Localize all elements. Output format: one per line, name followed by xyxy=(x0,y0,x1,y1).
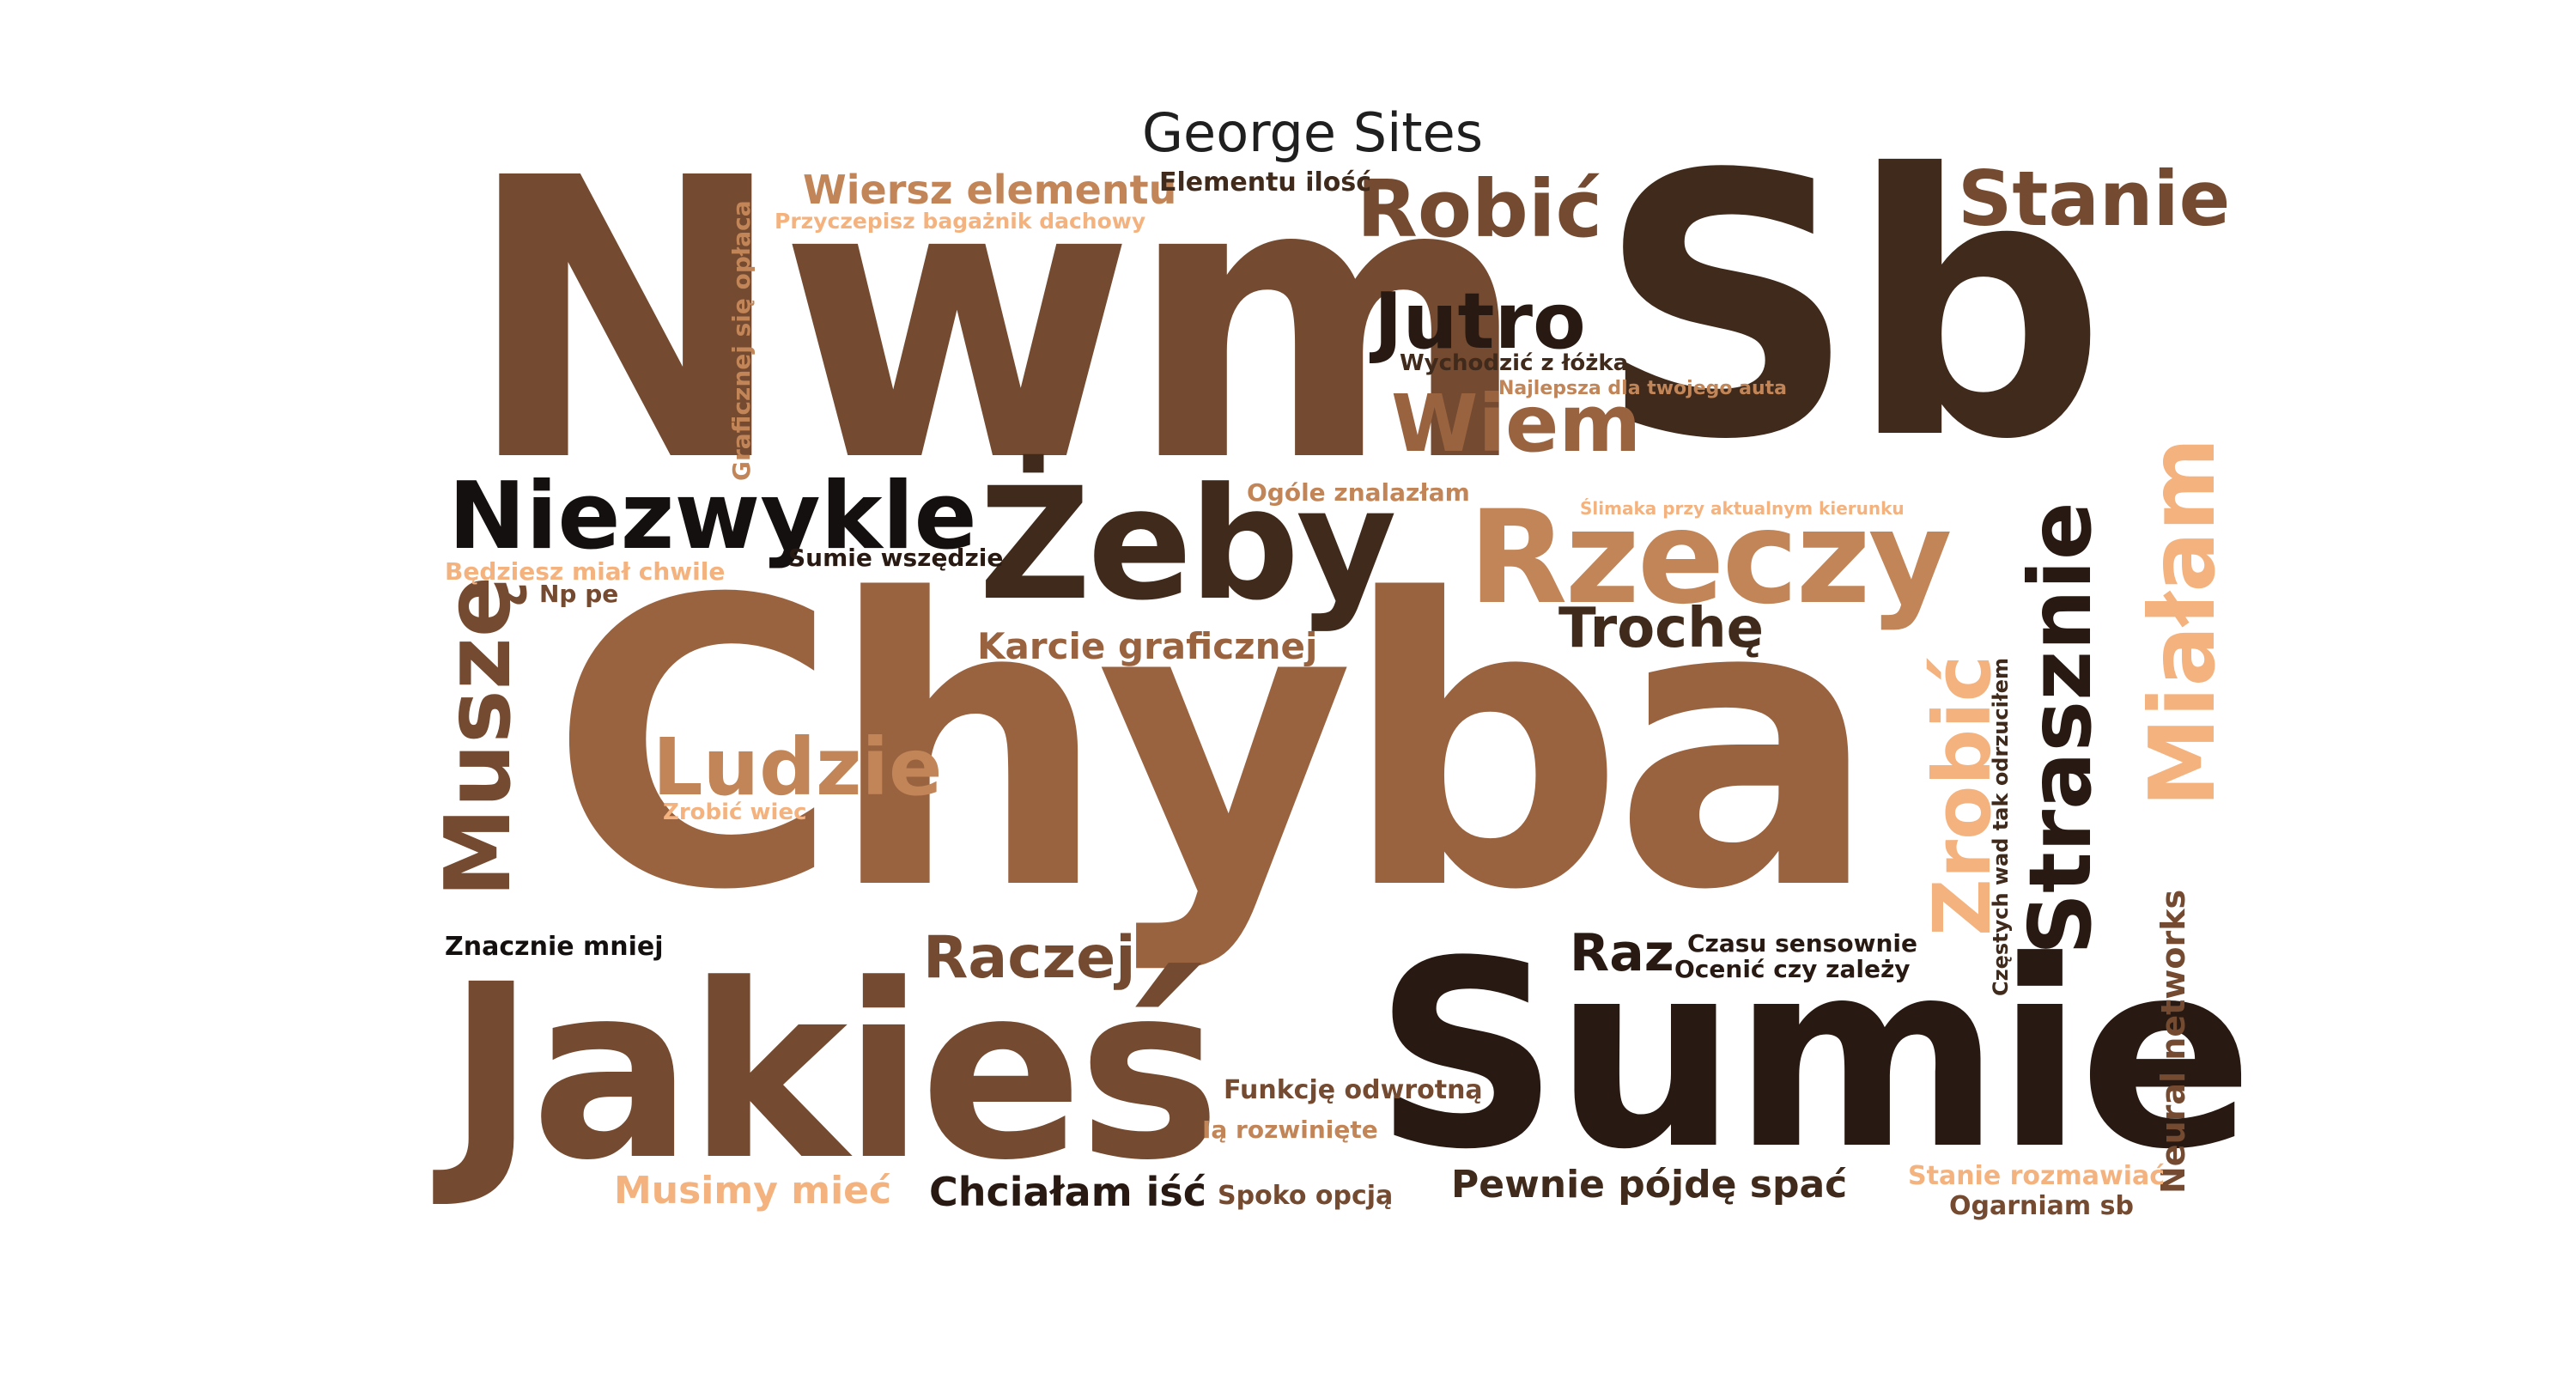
word-jutro: Jutro xyxy=(1374,277,1586,367)
word-czasu-sensownie: Czasu sensownie xyxy=(1687,929,1917,958)
word-musimy-miec: Musimy mieć xyxy=(614,1169,892,1213)
word-stanie: Stanie xyxy=(1958,155,2231,243)
word-wychodzic: Wychodzić z łóżka xyxy=(1400,350,1629,376)
word-graficznej-sie-oplaca: Graficznej się opłaca xyxy=(727,200,756,481)
word-ogarniam-sb: Ogarniam sb xyxy=(1949,1191,2134,1221)
word-sumie-wszedzie: Sumie wszędzie xyxy=(788,544,1004,572)
word-zeby: Żeby xyxy=(979,455,1397,635)
word-sb: Sb xyxy=(1597,99,2106,519)
word-znacznie-mniej: Znacznie mniej xyxy=(445,932,664,962)
word-czestych-wad: Częstych wad tak odrzuciłem xyxy=(1989,657,2013,996)
word-sumie: Sumie xyxy=(1374,906,2254,1206)
word-spoko-opcja: Spoko opcją xyxy=(1218,1181,1394,1211)
word-ocenic: Ocenić czy zależy xyxy=(1674,955,1911,983)
word-bedziesz: Będziesz miał chwile xyxy=(445,557,726,586)
word-raz: Raz xyxy=(1570,923,1674,983)
word-rzeczy: Rzeczy xyxy=(1468,483,1953,633)
word-chcialam-isc: Chciałam iść xyxy=(929,1169,1207,1215)
wordcloud-title: George Sites xyxy=(1142,101,1484,164)
word-karcie-graficznej: Karcie graficznej xyxy=(977,625,1318,667)
word-neural-networks: Neural networks xyxy=(2154,889,2192,1194)
word-ogole-znalazlam: Ogóle znalazłam xyxy=(1247,478,1470,507)
word-przyczepisz: Przyczepisz bagażnik dachowy xyxy=(775,209,1146,234)
word-elementu-ilosc: Elementu ilość xyxy=(1159,167,1372,198)
word-niezwykle: Niezwykle xyxy=(448,463,977,570)
word-funkcje-odwrotna: Funkcję odwrotną xyxy=(1224,1075,1483,1105)
word-chyba: Chyba xyxy=(550,517,1880,976)
word-slimaka: Ślimaka przy aktualnym kierunku xyxy=(1580,498,1905,519)
word-ia-rozwiniete: Ią rozwinięte xyxy=(1202,1116,1378,1144)
word-zrobic-wiec: Zrobić wiec xyxy=(663,799,807,825)
word-stanie-rozmawiac: Stanie rozmawiać xyxy=(1908,1161,2166,1191)
word-strasznie: Strasznie xyxy=(2010,502,2111,955)
word-pewnie-pojde-spac: Pewnie pójdę spać xyxy=(1451,1163,1848,1207)
word-np-pe: Np pe xyxy=(539,580,619,608)
word-nwm: Nwm xyxy=(464,97,1529,547)
word-troche: Trochę xyxy=(1558,597,1765,660)
word-raczej: Raczej xyxy=(923,924,1136,992)
word-robic: Robić xyxy=(1357,163,1602,255)
word-najlepsza: Najlepsza dla twojego auta xyxy=(1498,378,1788,399)
word-wiersz-elementu: Wiersz elementu xyxy=(803,167,1177,213)
word-musze: Muszę xyxy=(426,575,531,897)
word-mialam: Miałam xyxy=(2130,437,2235,807)
word-jakies: Jakieś xyxy=(447,933,1221,1213)
word-ludzie: Ludzie xyxy=(653,721,943,813)
word-wiem: Wiem xyxy=(1391,378,1642,470)
